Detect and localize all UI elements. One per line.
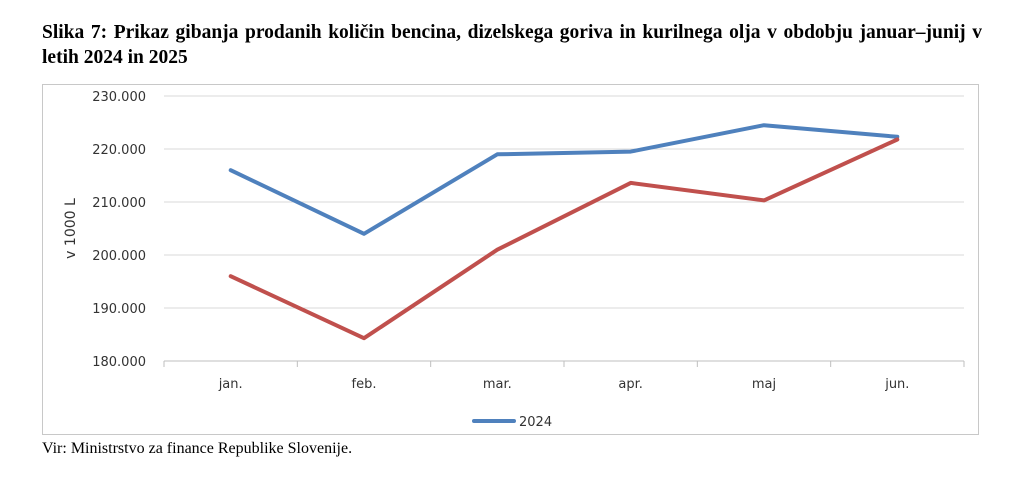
data-point-2024 xyxy=(629,150,633,154)
series-line-2025 xyxy=(228,137,900,341)
data-point-2024 xyxy=(895,135,899,139)
data-point-2024 xyxy=(495,152,499,156)
data-point-2024 xyxy=(229,168,233,172)
x-tick-label: apr. xyxy=(618,377,643,392)
data-point-2025 xyxy=(629,181,633,185)
y-tick-label: 200.000 xyxy=(92,249,146,264)
data-point-2025 xyxy=(362,336,366,340)
source-note: Vir: Ministrstvo za finance Republike Sl… xyxy=(42,440,353,457)
figure-title: Slika 7: Prikaz gibanja prodanih količin… xyxy=(42,22,982,68)
x-tick-label: mar. xyxy=(483,377,512,392)
y-tick-label: 230.000 xyxy=(92,90,146,105)
x-tick-label: maj xyxy=(752,377,776,392)
data-point-2025 xyxy=(895,137,899,141)
x-tick-label: jun. xyxy=(884,377,909,392)
data-point-2025 xyxy=(495,248,499,252)
y-tick-label: 220.000 xyxy=(92,143,146,158)
chart-frame xyxy=(42,84,979,435)
data-point-2024 xyxy=(762,123,766,127)
data-point-2025 xyxy=(229,274,233,278)
legend-label: 2024 xyxy=(519,415,552,430)
y-tick-label: 210.000 xyxy=(92,196,146,211)
y-axis-title: v 1000 L xyxy=(63,198,79,259)
data-point-2025 xyxy=(762,198,766,202)
y-tick-label: 180.000 xyxy=(92,355,146,370)
x-tick-label: jan. xyxy=(218,377,243,392)
data-point-2024 xyxy=(362,232,366,236)
y-tick-label: 190.000 xyxy=(92,302,146,317)
series-line-2024 xyxy=(228,123,900,236)
x-tick-label: feb. xyxy=(352,377,377,392)
